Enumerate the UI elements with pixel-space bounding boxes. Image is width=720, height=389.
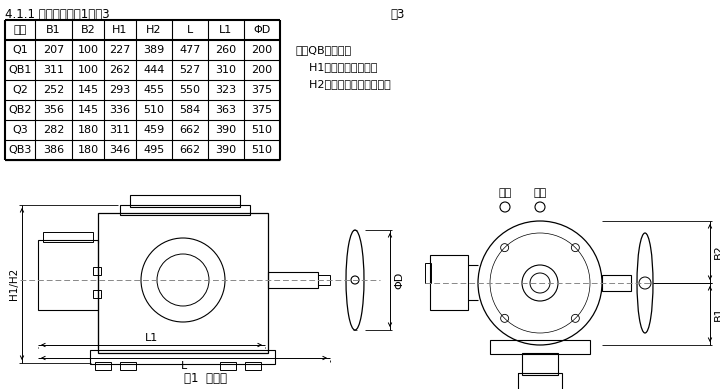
Text: 200: 200 — [251, 45, 273, 55]
Text: 346: 346 — [109, 145, 130, 155]
Text: 311: 311 — [109, 125, 130, 135]
Bar — [93, 290, 101, 298]
Bar — [120, 362, 136, 370]
Text: H1: H1 — [112, 25, 127, 35]
Bar — [220, 362, 236, 370]
Text: 363: 363 — [215, 105, 236, 115]
Bar — [430, 255, 468, 310]
Text: L: L — [187, 25, 193, 35]
Text: 311: 311 — [43, 65, 64, 75]
Text: 477: 477 — [179, 45, 201, 55]
Text: 145: 145 — [78, 85, 99, 95]
Text: Q2: Q2 — [12, 85, 28, 95]
Text: 375: 375 — [251, 85, 273, 95]
Text: 662: 662 — [179, 145, 201, 155]
Bar — [245, 362, 261, 370]
Text: H2: H2 — [146, 25, 162, 35]
Text: L: L — [181, 361, 187, 371]
Text: B1: B1 — [46, 25, 60, 35]
Text: 252: 252 — [43, 85, 64, 95]
Bar — [602, 275, 631, 291]
Text: 227: 227 — [109, 45, 131, 55]
Text: 262: 262 — [109, 65, 130, 75]
Bar — [268, 272, 318, 288]
Text: 459: 459 — [143, 125, 165, 135]
Text: H2为整体型、整体调节型: H2为整体型、整体调节型 — [295, 79, 391, 89]
Text: 型号: 型号 — [14, 25, 27, 35]
Text: 293: 293 — [109, 85, 130, 95]
Bar — [130, 195, 240, 207]
Text: 356: 356 — [43, 105, 64, 115]
Text: 260: 260 — [215, 45, 237, 55]
Text: 584: 584 — [179, 105, 201, 115]
Bar — [38, 240, 98, 310]
Text: 455: 455 — [143, 85, 165, 95]
Text: 207: 207 — [43, 45, 64, 55]
Text: QB3: QB3 — [9, 145, 32, 155]
Text: 开向: 开向 — [534, 188, 546, 198]
Text: 145: 145 — [78, 105, 99, 115]
Text: QB2: QB2 — [8, 105, 32, 115]
Text: 关向: 关向 — [498, 188, 512, 198]
Text: Q1: Q1 — [12, 45, 28, 55]
Text: 表3: 表3 — [390, 8, 405, 21]
Text: 662: 662 — [179, 125, 201, 135]
Text: 282: 282 — [42, 125, 64, 135]
Text: Q3: Q3 — [12, 125, 28, 135]
Text: 510: 510 — [251, 145, 272, 155]
Text: B2: B2 — [714, 245, 720, 259]
Text: 图1  外形图: 图1 外形图 — [184, 372, 227, 385]
Text: L1: L1 — [220, 25, 233, 35]
Text: 375: 375 — [251, 105, 273, 115]
Bar — [318, 275, 330, 285]
Text: 323: 323 — [215, 85, 237, 95]
Text: 386: 386 — [43, 145, 64, 155]
Text: H1为户外型、隔爆型: H1为户外型、隔爆型 — [295, 62, 377, 72]
Text: QB1: QB1 — [9, 65, 32, 75]
Text: ΦD: ΦD — [253, 25, 271, 35]
Text: 390: 390 — [215, 145, 237, 155]
Text: 336: 336 — [109, 105, 130, 115]
Text: 4.1.1 外形尺寸见图1和表3: 4.1.1 外形尺寸见图1和表3 — [5, 8, 109, 21]
Text: 510: 510 — [251, 125, 272, 135]
Text: 527: 527 — [179, 65, 201, 75]
Text: 510: 510 — [143, 105, 164, 115]
Text: 100: 100 — [78, 45, 99, 55]
Bar — [90, 350, 275, 364]
Text: B1: B1 — [714, 307, 720, 321]
Text: 495: 495 — [143, 145, 165, 155]
Bar — [95, 362, 111, 370]
Bar — [522, 353, 558, 375]
Bar — [120, 205, 250, 215]
Bar — [43, 232, 93, 242]
Text: 180: 180 — [78, 125, 99, 135]
Bar — [98, 213, 268, 353]
Text: 444: 444 — [143, 65, 165, 75]
Bar — [518, 373, 562, 389]
Text: 180: 180 — [78, 145, 99, 155]
Text: 550: 550 — [179, 85, 200, 95]
Text: ΦD: ΦD — [394, 272, 404, 289]
Text: 注：QB为隔爆型: 注：QB为隔爆型 — [295, 45, 351, 55]
Text: B2: B2 — [81, 25, 95, 35]
Text: 100: 100 — [78, 65, 99, 75]
Bar — [93, 267, 101, 275]
Bar — [490, 340, 590, 354]
Text: L1: L1 — [145, 333, 158, 343]
Text: H1/H2: H1/H2 — [9, 268, 19, 300]
Text: 390: 390 — [215, 125, 237, 135]
Text: 389: 389 — [143, 45, 165, 55]
Text: 310: 310 — [215, 65, 236, 75]
Text: 200: 200 — [251, 65, 273, 75]
Bar — [425, 263, 431, 283]
